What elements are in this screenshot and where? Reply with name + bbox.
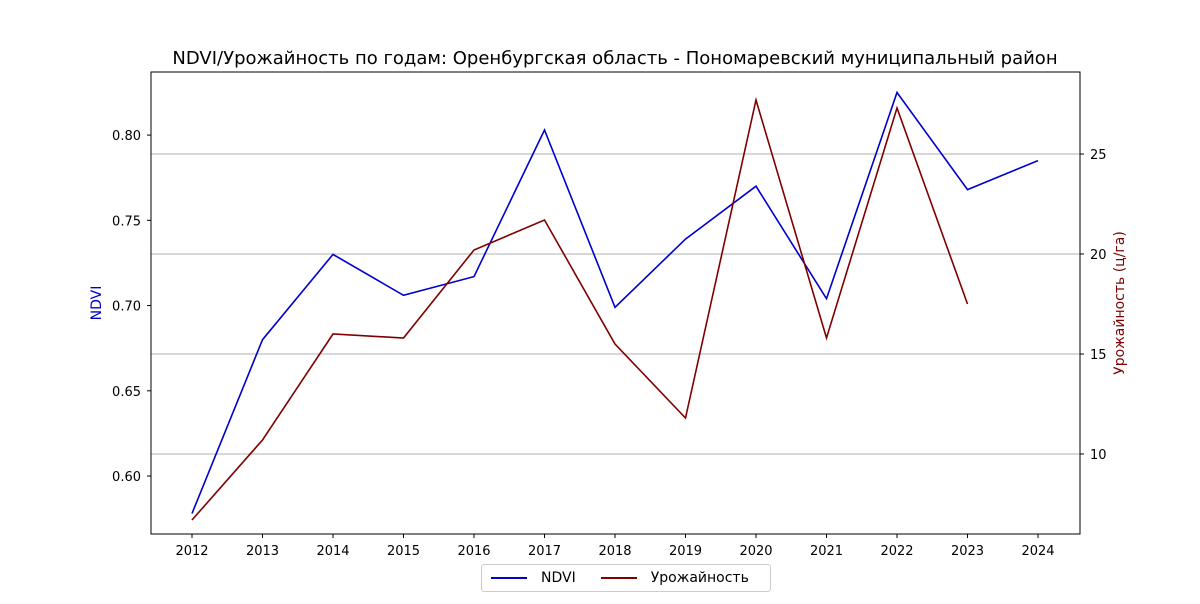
chart-title: NDVI/Урожайность по годам: Оренбургская … xyxy=(172,48,1057,69)
x-tick-label: 2019 xyxy=(669,544,702,559)
legend-item-ndvi: NDVI xyxy=(491,570,576,586)
x-tick-label: 2021 xyxy=(810,544,843,559)
series-layer xyxy=(192,92,1038,520)
series-line-ndvi xyxy=(192,93,1038,514)
grid-layer xyxy=(151,154,1080,454)
y-left-tick-label: 0.65 xyxy=(112,385,141,400)
y-left-tick-label: 0.60 xyxy=(112,470,141,485)
legend-swatch-yield xyxy=(601,577,637,579)
x-tick-label: 2015 xyxy=(387,544,420,559)
x-tick-label: 2013 xyxy=(246,544,279,559)
x-tick-label: 2022 xyxy=(880,544,913,559)
y-left-axis-label: NDVI xyxy=(89,286,105,321)
x-tick-label: 2017 xyxy=(528,544,561,559)
x-tick-label: 2024 xyxy=(1021,544,1054,559)
axes-layer xyxy=(151,72,1080,534)
y-right-axis-label: Урожайность (ц/га) xyxy=(1112,231,1128,375)
x-tick-label: 2012 xyxy=(175,544,208,559)
series-line-yield xyxy=(192,100,968,520)
x-tick-label: 2023 xyxy=(951,544,984,559)
legend-swatch-ndvi xyxy=(491,577,527,579)
legend-item-yield: Урожайность xyxy=(601,570,749,586)
legend-label-ndvi: NDVI xyxy=(541,570,576,586)
x-tick-label: 2020 xyxy=(739,544,772,559)
y-right-tick-label: 25 xyxy=(1090,148,1107,163)
y-right-tick-label: 10 xyxy=(1090,448,1107,463)
y-right-tick-label: 20 xyxy=(1090,248,1107,263)
x-tick-label: 2018 xyxy=(598,544,631,559)
y-right-tick-label: 15 xyxy=(1090,348,1107,363)
legend-label-yield: Урожайность xyxy=(651,570,749,586)
y-left-tick-label: 0.75 xyxy=(112,214,141,229)
plot-frame xyxy=(151,72,1080,534)
y-left-tick-label: 0.70 xyxy=(112,300,141,315)
x-tick-label: 2014 xyxy=(316,544,349,559)
y-left-tick-label: 0.80 xyxy=(112,129,141,144)
x-tick-label: 2016 xyxy=(457,544,490,559)
legend: NDVI Урожайность xyxy=(481,564,771,592)
